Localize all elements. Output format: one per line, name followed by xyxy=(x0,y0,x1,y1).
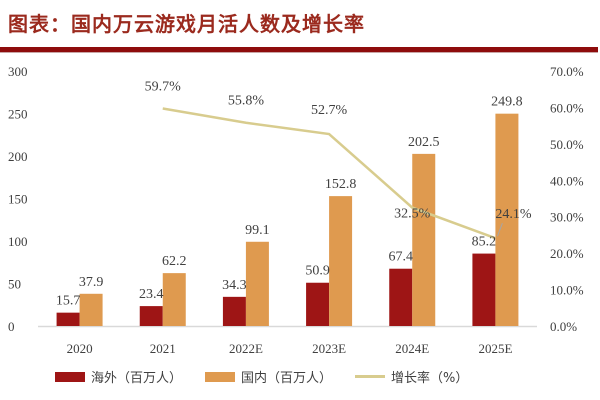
chart-title: 图表：国内万云游戏月活人数及增长率 xyxy=(8,12,365,36)
domestic-swatch-icon xyxy=(205,371,235,382)
right-axis-tick: 60.0% xyxy=(550,100,584,115)
bar-overseas xyxy=(306,282,330,326)
legend-item-growth: 增长率（%） xyxy=(355,367,468,386)
x-axis-tick: 2024E xyxy=(395,341,429,356)
x-axis-tick: 2023E xyxy=(312,341,346,356)
bar-domestic xyxy=(162,273,186,326)
label-growth: 52.7% xyxy=(311,103,348,118)
label-growth: 24.1% xyxy=(495,207,532,222)
right-axis-tick: 10.0% xyxy=(550,283,584,298)
label-domestic: 202.5 xyxy=(408,135,440,150)
label-domestic: 152.8 xyxy=(325,177,357,192)
x-axis-tick: 2021 xyxy=(150,341,176,356)
legend-item-overseas: 海外（百万人） xyxy=(55,367,182,386)
x-axis-tick: 2022E xyxy=(229,341,263,356)
left-axis-tick: 150 xyxy=(8,192,28,207)
left-axis-tick: 100 xyxy=(8,234,28,249)
left-axis-tick: 250 xyxy=(8,107,28,122)
label-growth: 55.8% xyxy=(228,94,265,109)
overseas-swatch-icon xyxy=(55,371,85,382)
label-overseas: 15.7 xyxy=(56,294,81,309)
legend-item-domestic: 国内（百万人） xyxy=(205,367,332,386)
bar-overseas xyxy=(472,253,496,326)
left-axis-tick: 0 xyxy=(8,319,15,334)
x-axis-tick: 2020 xyxy=(67,341,93,356)
title-rule xyxy=(0,47,598,52)
label-domestic: 249.8 xyxy=(491,95,523,110)
label-overseas: 67.4 xyxy=(389,250,414,265)
bar-overseas xyxy=(389,268,413,326)
bar-domestic xyxy=(495,113,519,326)
legend-label-growth: 增长率（%） xyxy=(391,371,469,386)
right-axis-tick: 50.0% xyxy=(550,137,584,152)
legend-label-overseas: 海外（百万人） xyxy=(91,371,183,386)
bar-overseas xyxy=(56,312,80,326)
bar-domestic xyxy=(79,293,103,326)
growth-label-leader xyxy=(496,223,503,237)
label-overseas: 23.4 xyxy=(139,287,164,302)
label-growth: 59.7% xyxy=(145,80,182,95)
bar-domestic xyxy=(245,241,269,326)
label-overseas: 50.9 xyxy=(305,264,330,279)
legend-label-domestic: 国内（百万人） xyxy=(241,371,333,386)
bar-overseas xyxy=(222,296,246,326)
growth-line xyxy=(162,107,496,240)
title-rule-shadow xyxy=(0,52,598,53)
left-axis-tick: 50 xyxy=(8,277,21,292)
label-domestic: 37.9 xyxy=(79,275,104,290)
right-axis-tick: 70.0% xyxy=(550,64,584,79)
x-axis-tick: 2025E xyxy=(478,341,512,356)
right-axis-tick: 0.0% xyxy=(550,319,577,334)
label-overseas: 34.3 xyxy=(222,278,247,293)
label-overseas: 85.2 xyxy=(472,235,497,250)
growth-line-icon xyxy=(355,375,385,378)
label-growth: 32.5% xyxy=(394,207,431,222)
right-axis-tick: 30.0% xyxy=(550,210,584,225)
bar-overseas xyxy=(139,306,163,326)
label-domestic: 62.2 xyxy=(162,254,187,269)
bar-domestic xyxy=(329,196,353,326)
bar-domestic xyxy=(412,153,436,326)
right-axis-tick: 20.0% xyxy=(550,246,584,261)
right-axis-tick: 40.0% xyxy=(550,173,584,188)
legend: 海外（百万人） 国内（百万人） 增长率（%） xyxy=(0,367,600,391)
left-axis-tick: 300 xyxy=(8,64,28,79)
label-domestic: 99.1 xyxy=(245,223,270,238)
left-axis-tick: 200 xyxy=(8,149,28,164)
